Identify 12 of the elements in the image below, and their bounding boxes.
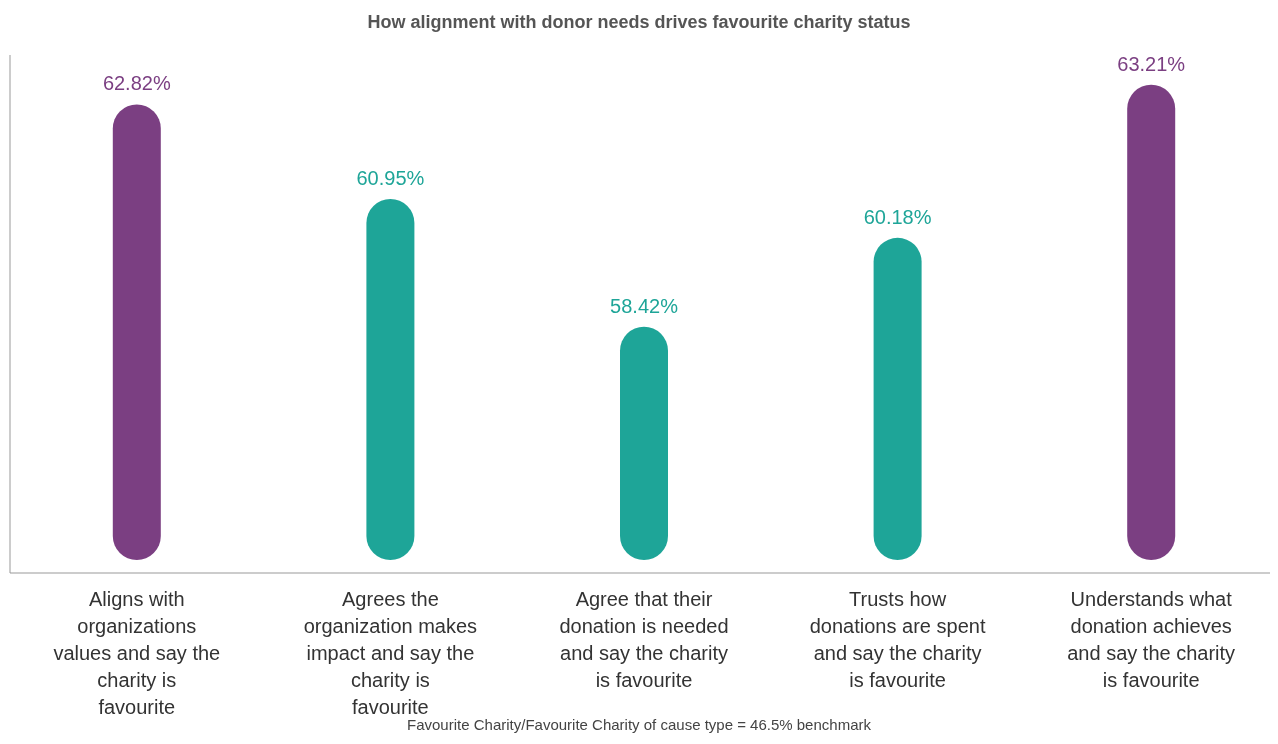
data-label: 60.95% — [356, 166, 425, 189]
text: Favourite Charity/Favourite Charity of cause type = 46.5% benchmark — [407, 716, 872, 733]
data-label: 62.82% — [102, 72, 171, 95]
x-tick-label: Trusts how donations are spent and say the charity is favourite — [809, 588, 986, 691]
data-label: 63.21% — [1117, 52, 1186, 75]
x-tick-label: Understands what donation achieves and say the charity is favourite — [1067, 588, 1236, 691]
data-label: 60.18% — [863, 205, 932, 228]
x-tick-label: Agrees the organization makes impact and say the charity is favourite — [303, 588, 478, 718]
x-tick-label: Agree that their donation is needed and say the charity is favourite — [559, 588, 729, 691]
x-tick-label: Aligns with organizations values and say the charity is favourite — [53, 588, 221, 718]
data-label: 58.42% — [610, 294, 679, 317]
chart-title: How alignment with donor needs drives favourite charity status — [367, 12, 911, 32]
